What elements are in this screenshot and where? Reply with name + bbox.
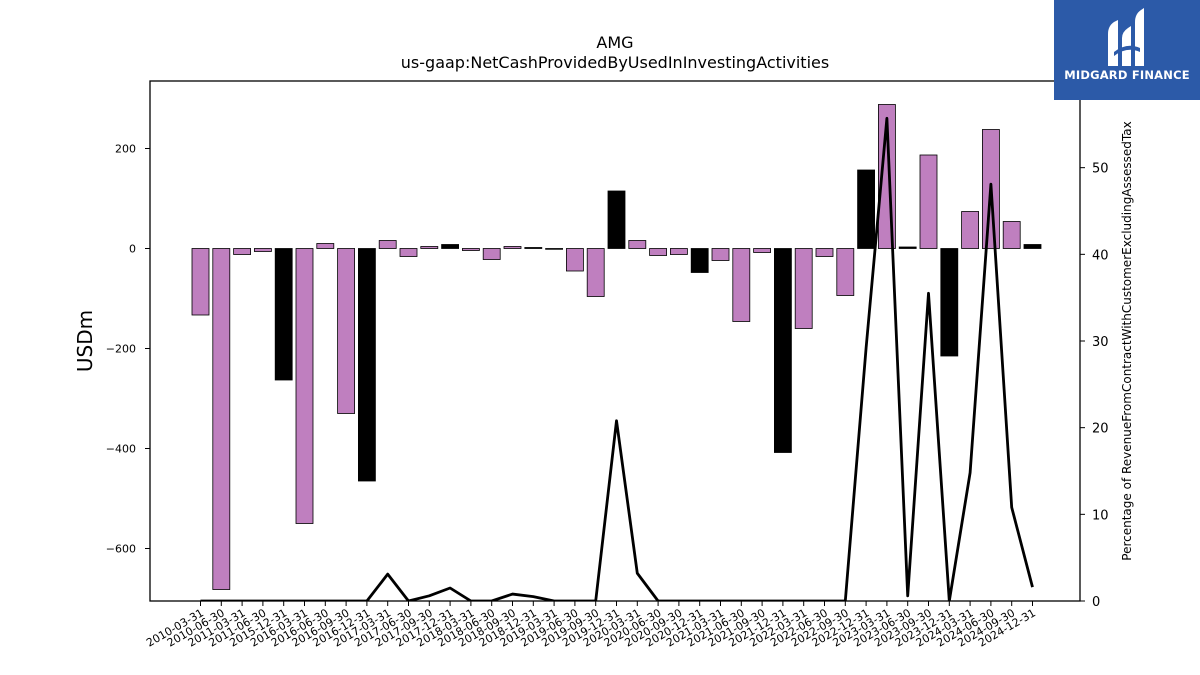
bar-2021-12-31 bbox=[774, 248, 792, 453]
bar-2017-12-31 bbox=[441, 244, 460, 249]
bar-2015-12-31 bbox=[274, 248, 293, 381]
bar-2020-06-30 bbox=[649, 248, 667, 256]
bar-2022-06-30 bbox=[815, 248, 834, 257]
y2-tick-label: 30 bbox=[1092, 335, 1109, 350]
bar-2020-03-31 bbox=[628, 240, 647, 249]
bar-2019-09-30 bbox=[586, 248, 605, 297]
y2-tick-label: 40 bbox=[1092, 248, 1109, 263]
line-path bbox=[200, 116, 1034, 601]
bar-2024-03-31 bbox=[961, 211, 979, 249]
brand-logo: MIDGARD FINANCE bbox=[1054, 0, 1200, 100]
bar-2017-06-30 bbox=[399, 248, 418, 257]
bar-2018-09-30 bbox=[503, 246, 522, 249]
bar-2010-06-30 bbox=[212, 248, 231, 590]
bar-2021-09-30 bbox=[753, 248, 771, 253]
brand-mark-icon bbox=[1108, 8, 1144, 66]
y2-axis-label: Percentage of RevenueFromContractWithCus… bbox=[1120, 121, 1134, 560]
bar-series bbox=[191, 104, 1042, 590]
bar-2018-06-30 bbox=[482, 248, 501, 260]
y2-tick-label: 0 bbox=[1092, 595, 1100, 610]
bar-2011-06-30 bbox=[253, 248, 272, 252]
x-axis: 2010-03-312010-06-302011-03-312011-06-30… bbox=[144, 601, 1038, 650]
bar-2019-12-31 bbox=[607, 190, 626, 249]
bar-2020-09-30 bbox=[670, 248, 688, 255]
bar-2018-12-31 bbox=[524, 247, 543, 249]
y-axis-label: USDm bbox=[73, 310, 97, 372]
y-tick-label: 0 bbox=[129, 243, 136, 256]
chart-subtitle: us-gaap:NetCashProvidedByUsedInInvesting… bbox=[401, 53, 829, 72]
bar-2022-09-30 bbox=[836, 248, 855, 296]
bar-2010-03-31 bbox=[191, 248, 210, 316]
bar-2024-09-30 bbox=[1002, 221, 1021, 249]
bar-2022-03-31 bbox=[794, 248, 813, 329]
chart-title: AMG bbox=[596, 33, 633, 52]
brand-logo-text: MIDGARD FINANCE bbox=[1064, 68, 1190, 82]
bar-2022-12-31 bbox=[857, 169, 875, 249]
y2-axis: 50 40 30 20 10 0 bbox=[1080, 162, 1109, 610]
bar-2019-06-30 bbox=[566, 248, 584, 272]
y-tick-label: −400 bbox=[106, 443, 136, 456]
bar-2020-12-31 bbox=[690, 248, 709, 273]
y-tick-label: −200 bbox=[106, 343, 136, 356]
bar-2016-12-31 bbox=[357, 248, 376, 482]
y2-tick-label: 10 bbox=[1092, 508, 1109, 523]
y2-tick-label: 20 bbox=[1092, 422, 1109, 437]
bar-2023-06-30 bbox=[898, 246, 917, 249]
y2-tick-label: 50 bbox=[1092, 162, 1109, 177]
bar-2021-06-30 bbox=[732, 248, 751, 322]
bar-2021-03-31 bbox=[711, 248, 730, 261]
bar-2016-06-30 bbox=[316, 243, 335, 249]
bar-2023-09-30 bbox=[919, 154, 938, 249]
bar-2024-12-31 bbox=[1023, 244, 1042, 249]
bar-2017-03-31 bbox=[378, 240, 397, 249]
bar-2011-03-31 bbox=[233, 248, 252, 255]
y-tick-label: 200 bbox=[115, 143, 136, 156]
y-tick-label: −600 bbox=[106, 543, 136, 556]
y-axis: 200 0 −200 −400 −600 bbox=[106, 143, 150, 556]
bar-2018-03-31 bbox=[461, 248, 480, 251]
bar-2019-03-31 bbox=[545, 248, 563, 250]
line-series bbox=[200, 116, 1034, 601]
bar-2016-03-31 bbox=[295, 248, 314, 524]
bar-2016-09-30 bbox=[337, 248, 356, 414]
bar-2017-09-30 bbox=[420, 246, 439, 249]
bar-2023-12-31 bbox=[940, 248, 959, 357]
